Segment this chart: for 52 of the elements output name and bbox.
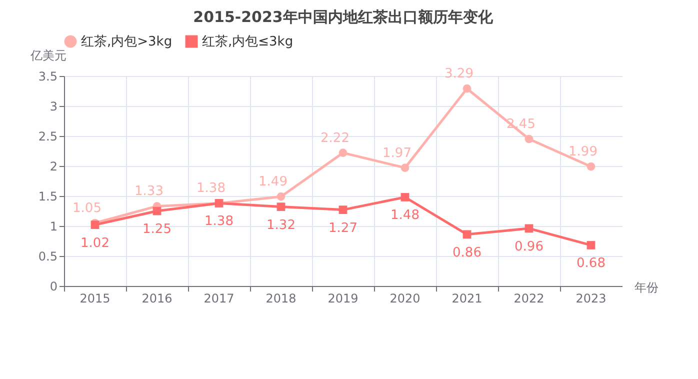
y-tick-label: 3 [50,100,58,114]
point [586,162,596,171]
x-axis-title: 年份 [634,280,658,294]
point [524,224,534,233]
x-tick-label: 2018 [266,292,296,306]
point [152,206,162,216]
y-tick-label: 1.5 [38,190,58,204]
y-axis-title: 亿美元 [30,48,66,62]
point [400,164,410,172]
y-tick-label: 2 [50,160,58,174]
point [462,84,472,93]
data-label: 1.25 [142,222,172,237]
data-label: 0.96 [514,239,544,254]
point [338,148,348,157]
y-tick-label: 3.5 [38,70,58,84]
data-label: 1.38 [204,214,234,230]
x-tick-label: 2017 [204,292,234,306]
data-label: 1.02 [80,236,110,251]
y-tick-label: 1 [50,220,58,234]
point [276,192,286,201]
data-label: 1.48 [390,208,420,224]
point [338,206,348,214]
x-tick-label: 2021 [452,292,482,306]
data-label: 1.32 [266,218,296,233]
point [400,193,410,202]
x-tick-label: 2015 [80,292,110,306]
data-label: 1.97 [382,146,412,161]
point [462,230,472,239]
y-tick-label: 0 [50,280,58,294]
data-label: 1.05 [72,201,102,216]
data-label: 1.99 [568,144,598,160]
legend-label: 红茶,内包>3kg [81,34,172,50]
point [586,241,596,250]
legend-label: 红茶,内包≤3kg [202,34,294,50]
data-label: 1.49 [258,174,288,190]
x-tick-label: 2023 [576,292,606,306]
data-label: 0.68 [576,256,606,272]
data-label: 1.38 [196,181,226,196]
data-label: 3.29 [444,66,474,82]
x-tick-label: 2019 [328,292,358,306]
x-tick-label: 2020 [390,292,420,306]
x-tick-label: 2016 [142,292,172,306]
y-tick-label: 0.5 [38,250,58,264]
point [524,134,534,144]
data-label: 2.22 [320,130,350,146]
data-label: 1.33 [134,184,164,200]
point [276,202,286,211]
y-tick-label: 2.5 [38,130,58,144]
data-label: 0.86 [452,245,482,260]
chart-title: 2015-2023年中国内地红茶出口额历年变化 [193,8,494,26]
data-label: 1.27 [328,220,358,236]
x-tick-label: 2022 [514,292,544,306]
